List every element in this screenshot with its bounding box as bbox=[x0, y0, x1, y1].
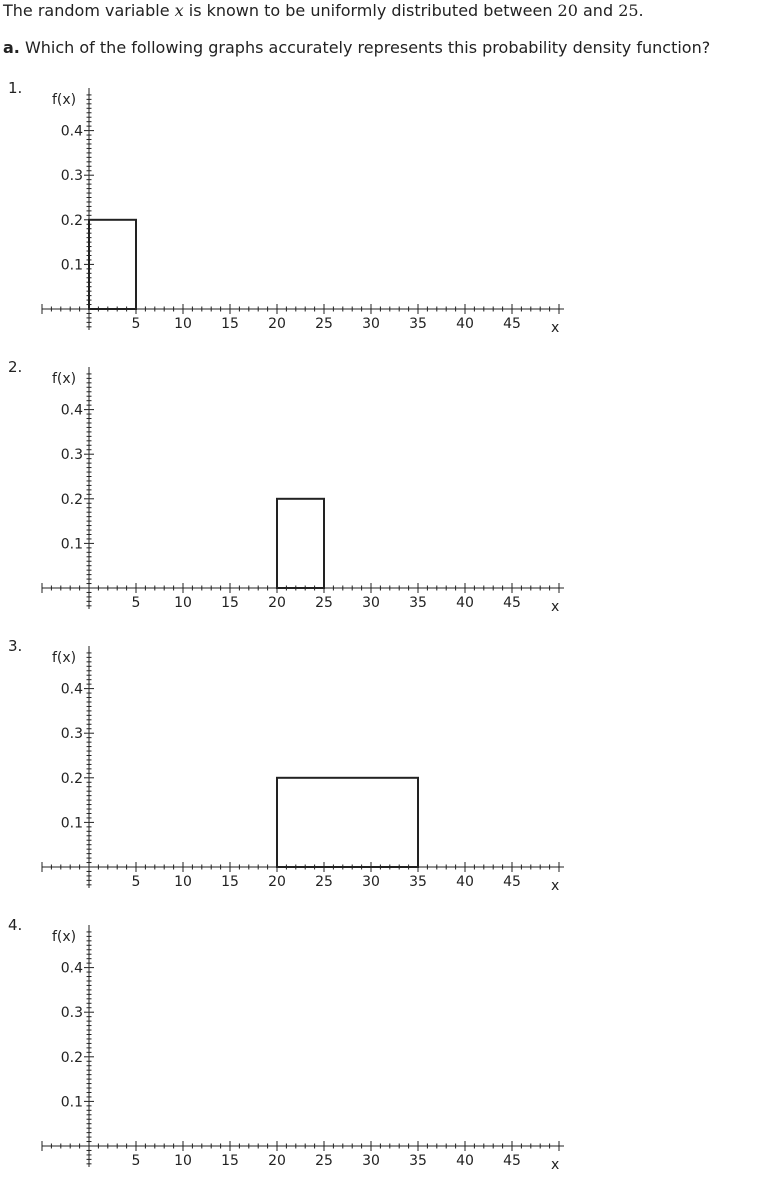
y-tick-label: 0.3 bbox=[61, 168, 83, 184]
x-tick-label: 10 bbox=[174, 595, 192, 611]
option-number-2: 2. bbox=[8, 358, 23, 376]
x-tick-label: 15 bbox=[221, 874, 239, 890]
x-tick-label: 25 bbox=[315, 595, 333, 611]
x-tick-label: 45 bbox=[503, 1153, 521, 1169]
x-axis-label: x bbox=[551, 599, 559, 615]
intro-and: and bbox=[577, 1, 619, 20]
x-tick-label: 35 bbox=[409, 316, 427, 332]
intro-mid: is known to be uniformly distributed bet… bbox=[183, 1, 558, 20]
x-tick-label: 5 bbox=[132, 316, 141, 332]
part-label: a. bbox=[3, 38, 20, 57]
y-tick-label: 0.1 bbox=[61, 1094, 83, 1110]
density-rectangle bbox=[276, 497, 325, 589]
x-tick-label: 40 bbox=[456, 316, 474, 332]
x-tick-label: 30 bbox=[362, 874, 380, 890]
x-axis-label: x bbox=[551, 320, 559, 336]
y-tick-label: 0.1 bbox=[61, 815, 83, 831]
y-tick-label: 0.4 bbox=[61, 124, 83, 140]
x-tick-label: 30 bbox=[362, 595, 380, 611]
y-tick-label: 0.2 bbox=[61, 213, 83, 229]
question-part-a: a. Which of the following graphs accurat… bbox=[3, 38, 710, 58]
x-tick-label: 35 bbox=[409, 1153, 427, 1169]
y-tick-label: 0.3 bbox=[61, 1005, 83, 1021]
x-tick-label: 20 bbox=[268, 595, 286, 611]
x-axis-label: x bbox=[551, 878, 559, 894]
y-tick-label: 0.4 bbox=[61, 682, 83, 698]
lower-bound: 20 bbox=[557, 1, 578, 20]
y-tick-label: 0.2 bbox=[61, 771, 83, 787]
chart-option-3: 5 10 15 20 25 30 35 40 45 0.1 0.2 0.3 0.4 f(x) x bbox=[41, 646, 564, 894]
x-tick-label: 5 bbox=[132, 874, 141, 890]
x-tick-label: 10 bbox=[174, 316, 192, 332]
x-tick-label: 45 bbox=[503, 595, 521, 611]
x-tick-label: 5 bbox=[132, 1153, 141, 1169]
chart-option-1: 5 10 15 20 25 30 35 40 45 0.1 0.2 0.3 0.4 f(x) x bbox=[41, 88, 564, 336]
upper-bound: 25 bbox=[618, 1, 639, 20]
x-tick-label: 25 bbox=[315, 316, 333, 332]
y-tick-label: 0.3 bbox=[61, 447, 83, 463]
x-tick-label: 45 bbox=[503, 874, 521, 890]
option-number-1: 1. bbox=[8, 79, 23, 97]
x-tick-label: 20 bbox=[268, 1153, 286, 1169]
x-tick-label: 40 bbox=[456, 1153, 474, 1169]
chart-option-2: 5 10 15 20 25 30 35 40 45 0.1 0.2 0.3 0.4 f(x) x bbox=[41, 367, 564, 615]
y-axis-label: f(x) bbox=[52, 92, 76, 108]
variable-x: x bbox=[174, 1, 184, 20]
y-tick-label: 0.3 bbox=[61, 726, 83, 742]
x-tick-label: 15 bbox=[221, 316, 239, 332]
density-rectangle bbox=[276, 776, 419, 868]
intro-suffix: . bbox=[638, 1, 644, 20]
y-axis-label: f(x) bbox=[52, 929, 76, 945]
x-tick-label: 10 bbox=[174, 1153, 192, 1169]
x-tick-label: 20 bbox=[268, 874, 286, 890]
part-text: Which of the following graphs accurately… bbox=[19, 38, 711, 57]
x-tick-label: 35 bbox=[409, 595, 427, 611]
y-axis-label: f(x) bbox=[52, 371, 76, 387]
x-tick-label: 40 bbox=[456, 874, 474, 890]
x-tick-label: 20 bbox=[268, 316, 286, 332]
option-number-3: 3. bbox=[8, 637, 23, 655]
x-tick-label: 25 bbox=[315, 874, 333, 890]
x-tick-label: 30 bbox=[362, 1153, 380, 1169]
y-tick-label: 0.1 bbox=[61, 536, 83, 552]
chart-option-4: 5 10 15 20 25 30 35 40 45 0.1 0.2 0.3 0.4 f(x) x bbox=[41, 925, 564, 1173]
x-axis-label: x bbox=[551, 1157, 559, 1173]
y-tick-label: 0.2 bbox=[61, 1050, 83, 1066]
x-tick-label: 15 bbox=[221, 595, 239, 611]
y-tick-label: 0.4 bbox=[61, 961, 83, 977]
y-tick-label: 0.4 bbox=[61, 403, 83, 419]
question-intro: The random variable x is known to be uni… bbox=[3, 1, 644, 21]
x-tick-label: 40 bbox=[456, 595, 474, 611]
x-tick-label: 10 bbox=[174, 874, 192, 890]
y-axis-label: f(x) bbox=[52, 650, 76, 666]
y-tick-label: 0.1 bbox=[61, 257, 83, 273]
density-rectangle bbox=[88, 218, 137, 310]
x-tick-label: 35 bbox=[409, 874, 427, 890]
x-tick-label: 25 bbox=[315, 1153, 333, 1169]
x-tick-label: 5 bbox=[132, 595, 141, 611]
x-tick-label: 30 bbox=[362, 316, 380, 332]
x-tick-label: 45 bbox=[503, 316, 521, 332]
intro-prefix: The random variable bbox=[3, 1, 175, 20]
option-number-4: 4. bbox=[8, 916, 23, 934]
x-tick-label: 15 bbox=[221, 1153, 239, 1169]
y-tick-label: 0.2 bbox=[61, 492, 83, 508]
